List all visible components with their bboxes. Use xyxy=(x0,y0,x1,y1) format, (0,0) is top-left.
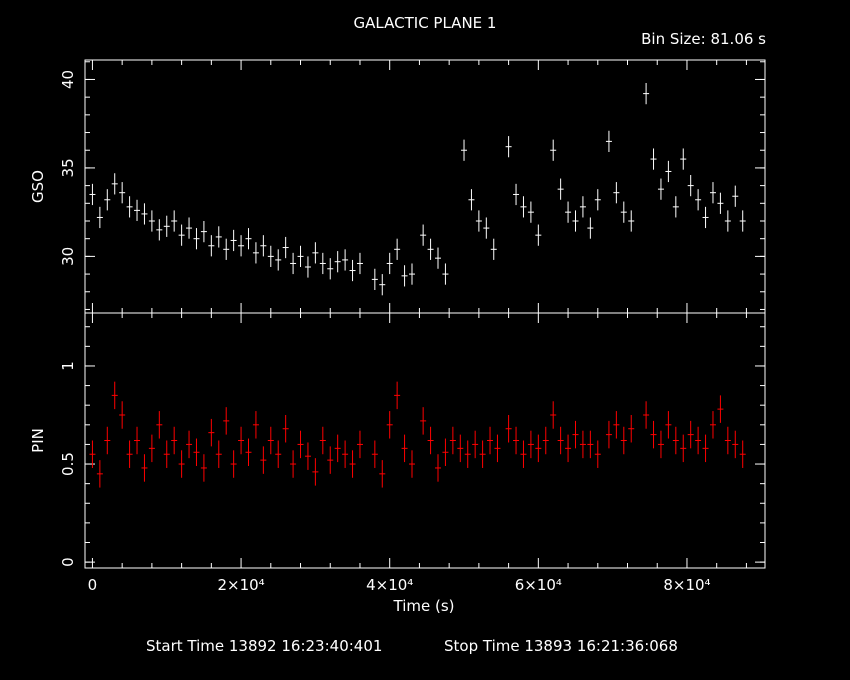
gso-ytick-label: 35 xyxy=(59,158,77,177)
pin-axis-label: PIN xyxy=(29,428,47,453)
pin-xtick-label: 0 xyxy=(88,576,98,594)
gso-axis-label: GSO xyxy=(29,170,47,203)
gso-frame xyxy=(84,59,766,314)
pin-ytick-label: 0 xyxy=(59,557,77,567)
pin-xtick-label: 4×10⁴ xyxy=(366,576,413,594)
pin-ytick-label: 1 xyxy=(59,361,77,371)
gso-ytick-label: 40 xyxy=(59,70,77,89)
pin-frame xyxy=(84,312,766,569)
stop-time-label: Stop Time 13893 16:21:36:068 xyxy=(444,637,678,655)
bin-size-label: Bin Size: 81.06 s xyxy=(641,30,766,48)
x-axis-label: Time (s) xyxy=(393,597,455,615)
pin-xtick-label: 6×10⁴ xyxy=(515,576,562,594)
gso-ytick-label: 30 xyxy=(59,247,77,266)
pin-xtick-label: 2×10⁴ xyxy=(217,576,264,594)
pin-xtick-label: 8×10⁴ xyxy=(663,576,710,594)
chart-title: GALACTIC PLANE 1 xyxy=(353,14,497,32)
start-time-label: Start Time 13892 16:23:40:401 xyxy=(146,637,383,655)
pin-ytick-label: 0.5 xyxy=(59,452,77,476)
